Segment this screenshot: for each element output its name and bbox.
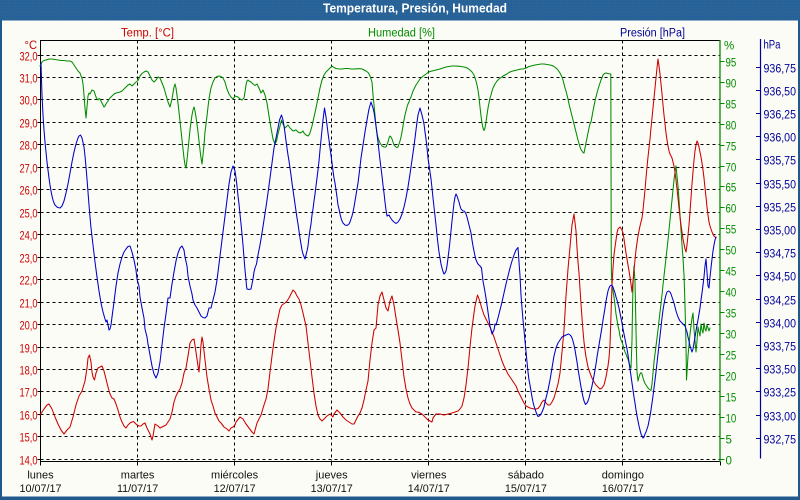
- svg-text:Temperatura, Presión, Humedad: Temperatura, Presión, Humedad: [323, 1, 507, 16]
- svg-text:martes: martes: [121, 470, 155, 482]
- svg-text:12/07/17: 12/07/17: [214, 483, 256, 495]
- svg-text:45: 45: [726, 267, 737, 279]
- svg-text:jueves: jueves: [315, 470, 348, 482]
- svg-text:936,50: 936,50: [764, 87, 797, 99]
- svg-text:17,0: 17,0: [20, 388, 38, 400]
- svg-text:16/07/17: 16/07/17: [602, 483, 644, 495]
- svg-text:932,75: 932,75: [764, 435, 797, 447]
- svg-text:25: 25: [726, 351, 737, 363]
- svg-text:15/07/17: 15/07/17: [505, 483, 547, 495]
- svg-text:sábado: sábado: [508, 470, 544, 482]
- svg-text:26,0: 26,0: [20, 186, 38, 198]
- svg-text:28,0: 28,0: [20, 141, 38, 153]
- svg-text:30,0: 30,0: [20, 96, 38, 108]
- svg-text:13/07/17: 13/07/17: [311, 483, 353, 495]
- svg-text:miércoles: miércoles: [211, 470, 259, 482]
- svg-text:11/07/17: 11/07/17: [117, 483, 158, 495]
- svg-text:5: 5: [726, 435, 732, 447]
- svg-text:Humedad [%]: Humedad [%]: [368, 28, 435, 40]
- svg-text:14,0: 14,0: [20, 456, 38, 468]
- svg-text:933,50: 933,50: [764, 365, 797, 377]
- svg-text:%: %: [724, 41, 734, 53]
- svg-text:935,25: 935,25: [764, 203, 797, 215]
- svg-text:934,25: 934,25: [764, 296, 797, 308]
- svg-text:60: 60: [726, 204, 737, 216]
- svg-text:20: 20: [726, 372, 737, 384]
- svg-text:15: 15: [726, 393, 737, 405]
- svg-text:936,00: 936,00: [764, 133, 797, 145]
- svg-text:31,0: 31,0: [20, 74, 38, 86]
- svg-text:70: 70: [726, 163, 737, 175]
- svg-text:22,0: 22,0: [20, 276, 38, 288]
- svg-text:14/07/17: 14/07/17: [408, 483, 450, 495]
- svg-text:95: 95: [726, 58, 737, 70]
- svg-text:30: 30: [726, 330, 737, 342]
- svg-text:936,75: 936,75: [764, 64, 797, 76]
- svg-text:15,0: 15,0: [20, 433, 38, 445]
- svg-text:35: 35: [726, 309, 737, 321]
- svg-text:934,75: 934,75: [764, 249, 797, 261]
- svg-text:10/07/17: 10/07/17: [19, 483, 61, 495]
- svg-text:936,25: 936,25: [764, 110, 797, 122]
- svg-text:50: 50: [726, 246, 737, 258]
- svg-text:Temp. [°C]: Temp. [°C]: [121, 28, 174, 40]
- svg-text:29,0: 29,0: [20, 119, 38, 131]
- svg-text:80: 80: [726, 121, 737, 133]
- svg-text:18,0: 18,0: [20, 366, 38, 378]
- svg-text:933,75: 933,75: [764, 342, 797, 354]
- svg-text:23,0: 23,0: [20, 254, 38, 266]
- svg-text:21,0: 21,0: [20, 299, 38, 311]
- svg-text:40: 40: [726, 288, 737, 300]
- svg-text:90: 90: [726, 79, 737, 91]
- svg-text:10: 10: [726, 414, 737, 426]
- svg-text:934,00: 934,00: [764, 319, 797, 331]
- svg-text:Presión [hPa]: Presión [hPa]: [620, 28, 685, 40]
- svg-text:65: 65: [726, 183, 737, 195]
- svg-text:933,00: 933,00: [764, 412, 797, 424]
- svg-text:55: 55: [726, 225, 737, 237]
- svg-text:935,75: 935,75: [764, 156, 797, 168]
- svg-text:25,0: 25,0: [20, 209, 38, 221]
- svg-text:domingo: domingo: [602, 470, 644, 482]
- svg-text:hPa: hPa: [764, 40, 781, 52]
- svg-text:85: 85: [726, 100, 737, 112]
- svg-text:19,0: 19,0: [20, 344, 38, 356]
- svg-text:lunes: lunes: [27, 470, 54, 482]
- svg-text:27,0: 27,0: [20, 164, 38, 176]
- svg-text:934,50: 934,50: [764, 272, 797, 284]
- svg-text:935,50: 935,50: [764, 180, 797, 192]
- svg-text:75: 75: [726, 142, 737, 154]
- svg-text:32,0: 32,0: [20, 52, 38, 64]
- svg-text:20,0: 20,0: [20, 321, 38, 333]
- svg-text:°C: °C: [25, 40, 38, 52]
- svg-text:933,25: 933,25: [764, 388, 797, 400]
- svg-text:935,00: 935,00: [764, 226, 797, 238]
- svg-text:24,0: 24,0: [20, 231, 38, 243]
- svg-text:16,0: 16,0: [20, 411, 38, 423]
- svg-text:0: 0: [726, 456, 732, 468]
- svg-text:viernes: viernes: [411, 470, 447, 482]
